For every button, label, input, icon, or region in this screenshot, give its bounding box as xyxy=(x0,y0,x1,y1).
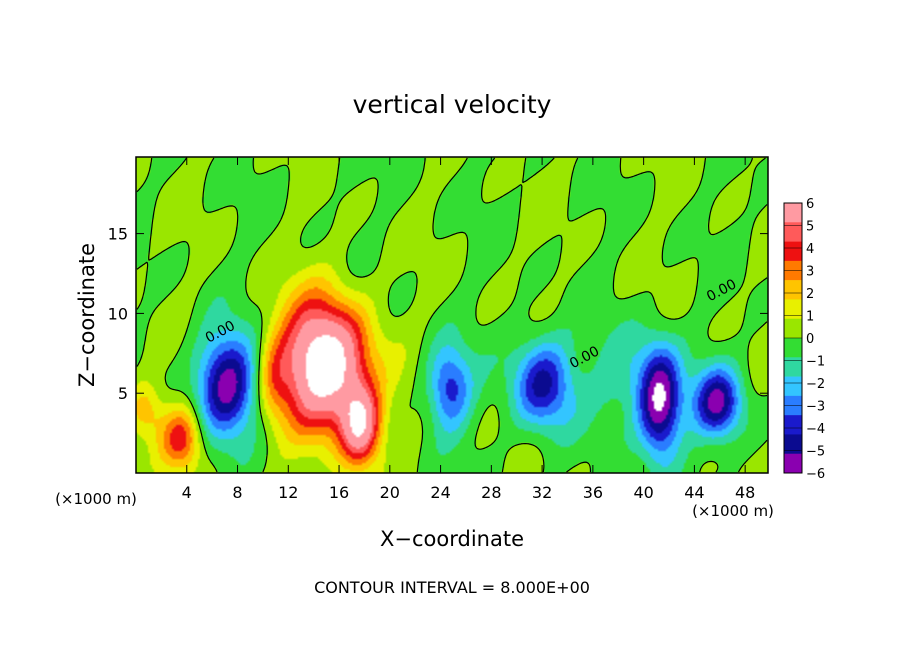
plot-area: 0.000.000.00 xyxy=(135,156,769,474)
colorbar-band xyxy=(784,415,802,435)
colorbar-band xyxy=(784,280,802,300)
x-tick-label: 40 xyxy=(633,483,653,502)
zero-contours: 0.000.000.00 xyxy=(136,157,768,473)
y-axis-label: Z−coordinate xyxy=(75,243,99,387)
x-tick-label: 4 xyxy=(182,483,192,502)
colorbar-label: 4 xyxy=(806,242,814,257)
plot-frame xyxy=(135,156,769,474)
colorbar-label: −4 xyxy=(806,422,825,437)
colorbar-label: −1 xyxy=(806,355,825,370)
x-tick-label: 44 xyxy=(684,483,704,502)
x-tick-label: 36 xyxy=(583,483,603,502)
colorbar-band xyxy=(784,376,802,397)
colorbar-band xyxy=(784,203,802,223)
zero-contour-line xyxy=(136,157,768,473)
chart-title: vertical velocity xyxy=(353,90,552,119)
colorbar-band xyxy=(784,299,802,320)
colorbar-label: −2 xyxy=(806,377,825,392)
colorbar-band xyxy=(784,338,802,358)
y-axis: 5 10 15 xyxy=(108,225,768,403)
colorbar-label: 0 xyxy=(806,332,814,347)
x-tick-label: 32 xyxy=(532,483,552,502)
colorbar-band xyxy=(784,241,802,262)
y-tick-label: 10 xyxy=(108,304,128,323)
x-unit-right: (×1000 m) xyxy=(692,502,774,520)
x-tick-label: 24 xyxy=(430,483,450,502)
x-axis-label: X−coordinate xyxy=(380,527,524,551)
colorbar-label: 6 xyxy=(806,197,814,212)
colorbar-label: −6 xyxy=(806,467,825,482)
x-tick-label: 48 xyxy=(735,483,755,502)
colorbar-label: −3 xyxy=(806,400,825,415)
velocity-field xyxy=(136,157,768,473)
x-tick-label: 12 xyxy=(278,483,298,502)
x-tick-label: 28 xyxy=(481,483,501,502)
colorbar-label: 5 xyxy=(806,220,814,235)
y-tick-label: 5 xyxy=(118,384,128,403)
colorbar-label: 1 xyxy=(806,310,814,325)
colorbar-band xyxy=(784,318,802,339)
colorbar-label: 3 xyxy=(806,265,814,280)
x-tick-label: 20 xyxy=(380,483,400,502)
colorbar-band xyxy=(784,434,802,455)
x-axis: 4 8 12 16 20 24 28 32 36 40 44 48 xyxy=(182,157,755,502)
colorbar: 6 5 4 3 2 1 0 −1 −2 −3 −4 −5 −6 xyxy=(783,197,825,482)
colorbar-label: 2 xyxy=(806,287,814,302)
colorbar-band xyxy=(784,453,802,474)
colorbar-band xyxy=(784,222,802,242)
x-tick-label: 8 xyxy=(232,483,242,502)
y-tick-label: 15 xyxy=(108,225,128,244)
colorbar-band xyxy=(784,357,802,377)
colorbar-label: −5 xyxy=(806,445,825,460)
x-unit-left: (×1000 m) xyxy=(55,490,137,508)
contour-interval-note: CONTOUR INTERVAL = 8.000E+00 xyxy=(314,578,590,597)
x-tick-label: 16 xyxy=(329,483,349,502)
